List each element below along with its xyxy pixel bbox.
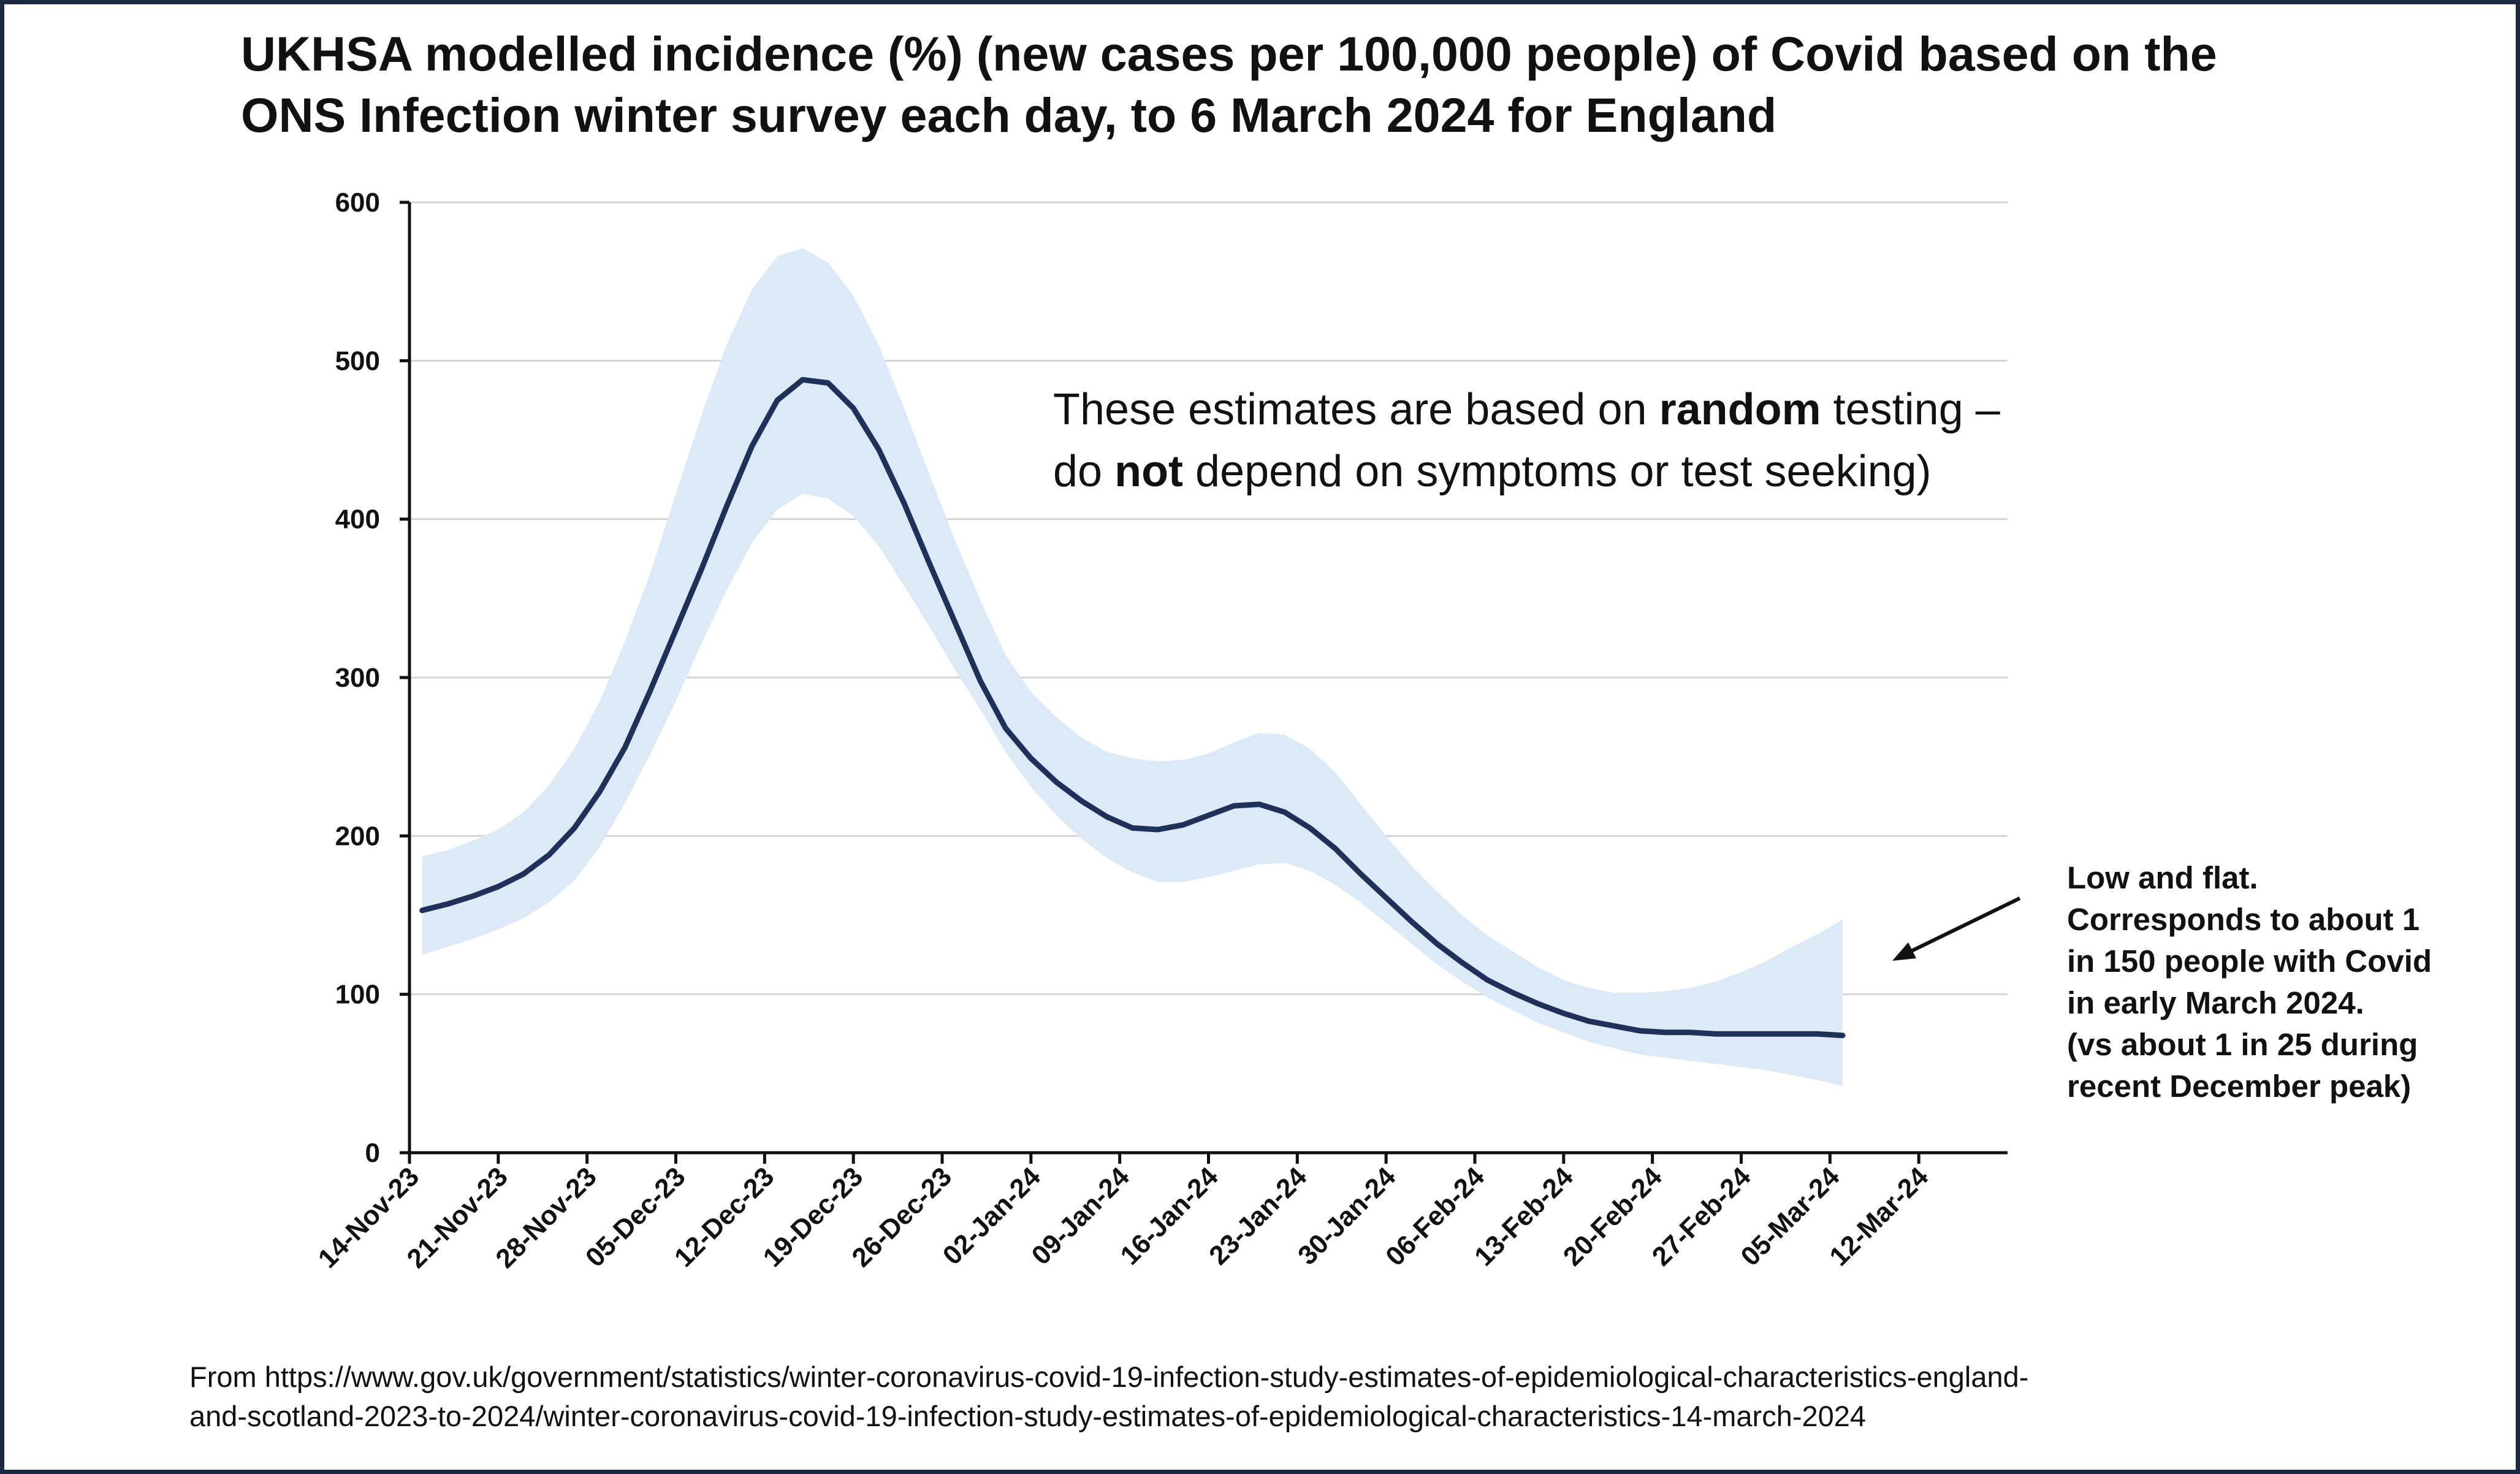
y-tick-label: 500 (335, 346, 380, 376)
annotation-line-1-pre: These estimates are based on (1053, 385, 1659, 434)
annotation-line-1-post: testing – (1821, 385, 2001, 434)
side-note-line-2: Corresponds to about 1 (2067, 902, 2420, 937)
side-note-line-5: (vs about 1 in 25 during (2067, 1027, 2418, 1062)
y-axis-ticks: 0 100 200 300 400 500 600 (335, 188, 409, 1168)
y-tick-label: 400 (335, 505, 380, 535)
y-tick-label: 0 (365, 1138, 380, 1168)
side-note: Low and flat. Corresponds to about 1 in … (2067, 857, 2496, 1107)
y-tick-label: 200 (335, 821, 380, 851)
arrow-annotation (1892, 896, 2021, 961)
side-note-line-3: in 150 people with Covid (2067, 944, 2432, 979)
chart-title-line-2: ONS Infection winter survey each day, to… (241, 88, 1777, 142)
arrow-shaft (1905, 896, 2021, 955)
annotation-line-2-bold: not (1114, 447, 1183, 496)
y-tick-label: 300 (335, 663, 380, 693)
chart-title-line-1: UKHSA modelled incidence (%) (new cases … (241, 26, 2217, 81)
arrow-head (1892, 942, 1916, 961)
incidence-line (419, 376, 1846, 1039)
side-note-line-1: Low and flat. (2067, 860, 2258, 895)
source-line-2: and-scotland-2023-to-2024/winter-coronav… (189, 1400, 1867, 1432)
annotation-line-2-post: depend on symptoms or test seeking) (1183, 447, 1932, 496)
source-citation: From https://www.gov.uk/government/stati… (189, 1358, 2457, 1436)
annotation-line-2-pre: do (1053, 447, 1114, 496)
y-tick-label: 600 (335, 188, 380, 218)
confidence-band (422, 248, 1843, 1086)
chart-title: UKHSA modelled incidence (%) (new cases … (241, 23, 2264, 146)
side-note-line-6: recent December peak) (2067, 1069, 2412, 1104)
side-note-line-4: in early March 2024. (2067, 985, 2364, 1020)
annotation-line-1-bold: random (1659, 385, 1821, 434)
source-line-1: From https://www.gov.uk/government/stati… (189, 1361, 2029, 1393)
x-axis-ticks: 14-Nov-2321-Nov-2328-Nov-2305-Dec-2312-D… (313, 1153, 1935, 1274)
y-tick-label: 100 (335, 980, 380, 1010)
annotation-text: These estimates are based on random test… (1053, 385, 2012, 496)
